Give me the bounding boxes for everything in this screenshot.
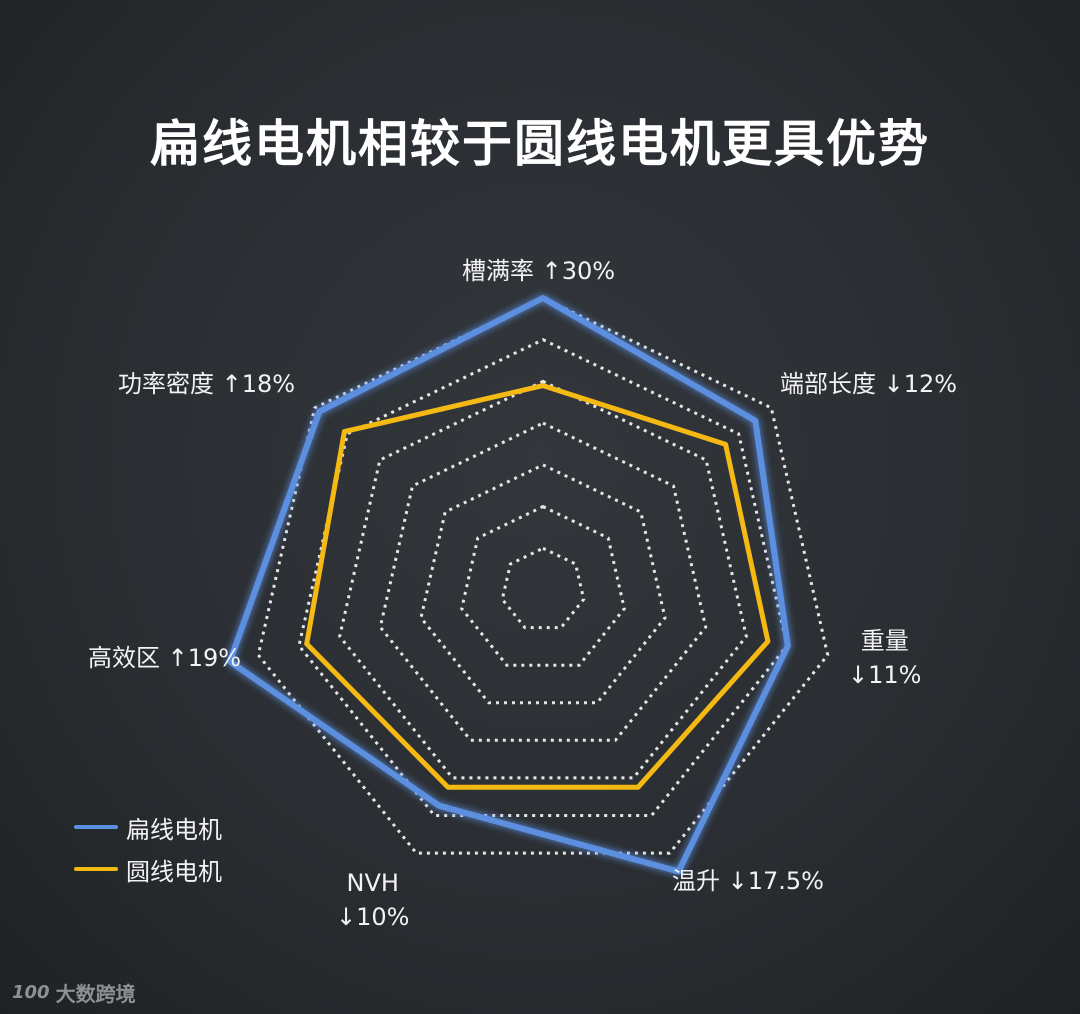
legend-swatch-yellow — [74, 867, 118, 871]
legend-label: 扁线电机 — [126, 815, 222, 844]
grid-ring-2 — [460, 504, 626, 667]
grid-ring-6 — [297, 338, 789, 817]
axis-label-temp-rise: 温升 ↓17.5% — [672, 864, 824, 898]
series-line-round-wire — [304, 383, 771, 790]
watermark: 100 大数跨境 — [12, 978, 136, 1007]
legend-label: 圆线电机 — [126, 857, 222, 886]
axis-label-slot-fill: 槽满率 ↑30% — [462, 254, 615, 288]
axis-label-text: 端部长度 ↓12% — [780, 370, 958, 398]
axis-label-text: 温升 ↓17.5% — [672, 867, 824, 895]
series-line-flat-wire — [226, 295, 791, 875]
axis-label-name: 重量 — [860, 627, 909, 655]
grid-ring-4 — [378, 421, 708, 742]
axis-label-power-density: 功率密度 ↑18% — [118, 367, 295, 401]
axis-label-change: ↓10% — [336, 903, 410, 931]
grid-ring-3 — [419, 463, 667, 705]
axis-label-efficiency-zone: 高效区 ↑19% — [88, 641, 241, 675]
watermark-logo: 100 — [12, 982, 50, 1003]
watermark-text: 大数跨境 — [55, 982, 136, 1006]
legend-swatch-blue — [74, 825, 118, 829]
grid-ring-1 — [500, 546, 586, 630]
axis-label-weight: 重量 ↓11% — [848, 624, 921, 692]
legend-item-round-wire: 圆线电机 — [74, 848, 222, 890]
axis-label-end-length: 端部长度 ↓12% — [780, 367, 957, 401]
axis-label-change: ↓11% — [848, 661, 922, 689]
axis-label-text: 高效区 ↑19% — [88, 644, 242, 672]
legend: 扁线电机 圆线电机 — [74, 806, 222, 890]
axis-label-name: NVH — [346, 869, 399, 897]
axis-label-text: 功率密度 ↑18% — [118, 370, 296, 398]
axis-label-nvh: NVH ↓10% — [336, 866, 409, 934]
chart-title: 扁线电机相较于圆线电机更具优势 — [150, 115, 930, 173]
axis-label-text: 槽满率 ↑30% — [462, 257, 616, 285]
grid-ring-5 — [338, 379, 748, 780]
legend-item-flat-wire: 扁线电机 — [74, 806, 222, 848]
